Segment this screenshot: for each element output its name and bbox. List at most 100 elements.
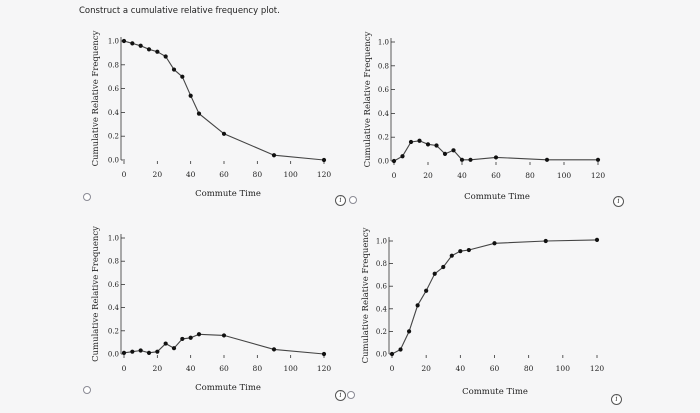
x-tick-label: 80: [253, 364, 263, 373]
y-tick-label: 0.8: [108, 258, 119, 266]
x-tick-label: 0: [390, 364, 395, 373]
data-point: [221, 131, 227, 136]
data-point: [188, 335, 193, 340]
x-tick-label: 60: [490, 364, 500, 373]
x-tick-label: 120: [317, 170, 332, 179]
info-icon[interactable]: i: [611, 394, 622, 405]
y-tick-label: 1.0: [376, 238, 387, 246]
y-tick-label: 0.0: [108, 157, 119, 165]
data-point: [271, 347, 277, 352]
y-tick-label: 0.2: [378, 134, 389, 142]
data-point: [196, 111, 202, 116]
x-tick-label: 40: [456, 364, 466, 373]
x-axis-label: Commute Time: [464, 192, 530, 202]
data-point: [163, 54, 168, 59]
y-axis-label: Cumulative Relative Frequency: [91, 30, 101, 166]
y-tick-label: 0.8: [108, 61, 119, 69]
data-point: [155, 349, 160, 354]
data-point: [415, 303, 420, 308]
radio-option-b[interactable]: [349, 196, 357, 204]
x-tick-label: 40: [186, 364, 196, 373]
x-tick-label: 80: [253, 170, 263, 179]
data-point: [425, 142, 431, 147]
x-tick-label: 0: [122, 364, 127, 373]
x-tick-label: 20: [423, 171, 433, 180]
x-axis-label: Commute Time: [462, 387, 528, 397]
data-point: [321, 157, 327, 163]
x-tick-label: 80: [525, 171, 535, 180]
data-point: [130, 349, 135, 354]
x-tick-label: 40: [186, 170, 196, 179]
y-tick-label: 0.6: [108, 85, 120, 93]
y-tick-label: 0.4: [378, 110, 390, 118]
data-point: [391, 158, 397, 164]
data-point: [146, 350, 152, 355]
data-point: [398, 347, 403, 352]
info-icon[interactable]: i: [613, 196, 624, 207]
y-tick-label: 0.6: [378, 86, 390, 94]
y-tick-label: 1.0: [108, 38, 119, 46]
data-point: [171, 346, 177, 351]
x-tick-label: 100: [556, 364, 571, 373]
series-line: [391, 239, 598, 355]
data-point: [271, 153, 277, 158]
data-point: [155, 49, 160, 54]
y-tick-label: 0.2: [108, 133, 119, 141]
x-tick-label: 100: [284, 364, 299, 373]
radio-option-a[interactable]: [83, 193, 91, 201]
y-tick-label: 0.6: [376, 283, 388, 291]
data-point: [432, 271, 437, 276]
data-point: [221, 333, 227, 338]
data-point: [492, 241, 497, 246]
x-tick-label: 100: [557, 171, 572, 180]
data-point: [459, 157, 465, 162]
x-tick-label: 120: [591, 171, 606, 180]
data-point: [188, 93, 193, 98]
data-point: [138, 43, 143, 48]
radio-option-d[interactable]: [347, 391, 355, 399]
data-point: [594, 237, 600, 242]
y-tick-label: 0.4: [108, 109, 120, 117]
y-tick-label: 1.0: [108, 235, 119, 243]
data-point: [442, 151, 448, 156]
y-tick-label: 0.0: [376, 351, 387, 359]
x-tick-label: 120: [317, 364, 332, 373]
data-point: [468, 157, 473, 162]
data-point: [458, 249, 463, 254]
data-point: [180, 74, 185, 79]
x-tick-label: 80: [524, 364, 534, 373]
data-point: [121, 350, 127, 355]
y-axis-label: Cumulative Relative Frequency: [361, 227, 371, 363]
data-point: [449, 253, 454, 258]
data-point: [434, 143, 439, 148]
info-icon[interactable]: i: [335, 390, 346, 401]
data-point: [406, 329, 412, 334]
info-icon[interactable]: i: [335, 195, 346, 206]
radio-option-c[interactable]: [83, 386, 91, 394]
data-point: [595, 157, 601, 162]
y-tick-label: 0.2: [376, 328, 387, 336]
data-point: [196, 332, 202, 337]
y-tick-label: 0.6: [108, 281, 120, 289]
data-point: [121, 38, 127, 44]
x-axis-label: Commute Time: [195, 189, 261, 199]
x-axis-label: Commute Time: [195, 383, 261, 393]
data-point: [441, 264, 446, 270]
x-tick-label: 60: [219, 170, 229, 179]
data-point: [451, 148, 456, 153]
x-tick-label: 60: [219, 364, 229, 373]
question-prompt: Construct a cumulative relative frequenc…: [79, 6, 280, 16]
y-tick-label: 0.4: [376, 305, 388, 313]
data-point: [408, 139, 414, 145]
data-point: [180, 336, 185, 342]
data-point: [543, 238, 548, 244]
x-tick-label: 0: [122, 170, 127, 179]
data-point: [389, 351, 395, 357]
y-tick-label: 1.0: [378, 39, 389, 47]
y-tick-label: 0.0: [378, 158, 389, 166]
x-tick-label: 0: [392, 171, 397, 180]
data-point: [466, 247, 471, 253]
